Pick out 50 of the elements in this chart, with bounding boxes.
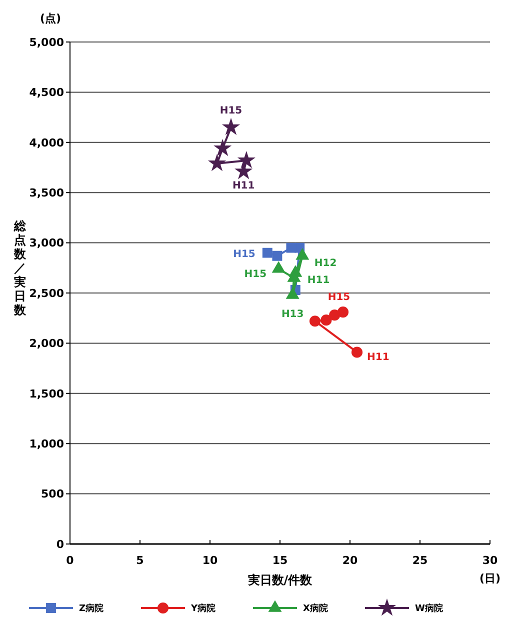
point: [238, 152, 254, 168]
x-tick-label: 20: [342, 554, 358, 567]
annotation: H11: [232, 180, 255, 192]
point: [351, 346, 363, 358]
annotation: H15: [328, 292, 350, 304]
y-tick-label: 1,500: [29, 387, 64, 400]
x-tick-label: 15: [272, 554, 288, 567]
point: [222, 118, 240, 134]
point: [320, 314, 332, 326]
point: [309, 316, 321, 327]
legend-label: Z病院: [79, 603, 104, 614]
annotation: H15: [233, 248, 256, 260]
x-tick-label: 30: [482, 554, 498, 567]
y-tick-label: 5,000: [29, 36, 64, 49]
point: [208, 155, 226, 170]
y-tick-label: 500: [41, 488, 64, 501]
point: [329, 310, 340, 321]
x-tick-label: 10: [202, 554, 218, 567]
point: [262, 248, 272, 258]
y-axis-title: 総点数／実日数: [13, 219, 27, 317]
y-tick-label: 2,500: [29, 286, 64, 300]
y-tick-label: 0: [56, 538, 64, 551]
x-tick-label: 25: [412, 554, 428, 567]
legend-label: Y病院: [190, 603, 216, 614]
x-tick-label: 5: [136, 554, 144, 567]
annotation: H11: [307, 274, 330, 286]
annotation: H11: [367, 352, 390, 364]
y-tick-label: 3,500: [29, 186, 64, 200]
y-tick-label: 3,000: [29, 236, 64, 250]
point: [286, 288, 299, 299]
text: (日): [479, 572, 501, 585]
point: [296, 248, 309, 260]
y-tick-label: 4,500: [29, 86, 64, 100]
annotation: H13: [281, 309, 304, 320]
point: [286, 242, 296, 253]
text: (点): [40, 12, 62, 25]
point: [214, 140, 231, 156]
x-tick-label: 0: [66, 554, 74, 567]
y-tick-label: 2,000: [29, 337, 64, 350]
x-axis-title: 実日数/件数: [246, 573, 314, 587]
point: [272, 250, 282, 261]
annotation: H15: [220, 105, 242, 116]
point: [272, 262, 285, 273]
y-tick-label: 4,000: [29, 136, 64, 150]
annotation: H15: [244, 268, 267, 280]
legend-label: W病院: [415, 603, 443, 614]
legend-label: X病院: [303, 603, 328, 614]
point: [337, 306, 349, 318]
annotation: H12: [314, 258, 337, 269]
y-tick-label: 1,000: [29, 437, 64, 450]
